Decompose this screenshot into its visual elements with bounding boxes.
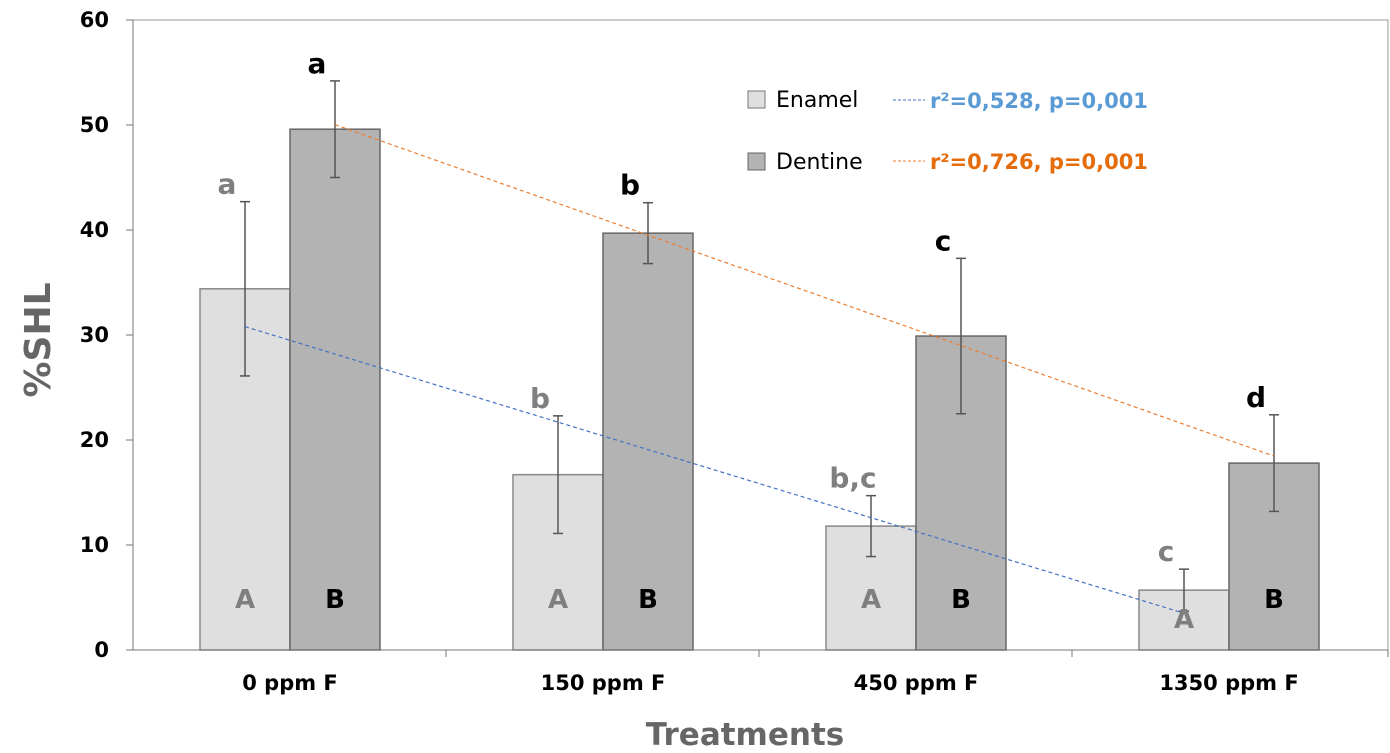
significance-letter: b,c [829,462,876,495]
y-tick-label: 50 [80,113,109,137]
bar-inner-label: A [861,585,881,615]
significance-letter: c [935,224,952,257]
legend: Enamel r²=0,528, p=0,001 Dentine r²=0,72… [747,88,1148,175]
significance-letter: c [1158,535,1175,568]
x-axis-title: Treatments [646,717,844,753]
legend-stat-dentine: r²=0,726, p=0,001 [930,150,1148,174]
trend-lines-layer [244,124,1275,614]
error-bars-layer [240,80,1279,612]
trend-line-dentine [334,124,1275,457]
x-tick-label: 0 ppm F [242,671,338,695]
y-tick-label: 60 [80,8,109,32]
y-tick-label: 20 [80,428,109,452]
bar-dentine [289,128,381,651]
y-axis-title: %SHL [18,282,59,397]
significance-letter: b [530,382,550,415]
legend-swatch-enamel [747,90,766,109]
legend-label-enamel: Enamel [776,88,858,113]
bar-inner-label: B [1264,585,1284,615]
axes-layer: 0 10 20 30 40 50 60 0 ppm F 150 ppm F 450 ppm F 13… [80,8,1389,695]
y-tick-label: 40 [80,218,109,242]
legend-stat-enamel: r²=0,528, p=0,001 [930,89,1148,113]
x-tick-label: 1350 ppm F [1159,671,1298,695]
legend-label-dentine: Dentine [776,150,863,175]
bar-inner-label: B [951,585,971,615]
significance-letter: d [1246,381,1266,414]
bar-inner-label: A [548,585,568,615]
significance-letter: a [308,47,327,80]
significance-letter: a [218,168,237,201]
bars-layer [199,128,1320,651]
bar-inner-label: B [638,585,658,615]
bar-inner-label: A [235,585,255,615]
x-tick-label: 450 ppm F [854,671,979,695]
y-tick-label: 30 [80,323,109,347]
labels-layer: a Ab Ab,c Ac Aa Bb Bc Bd B [218,47,1284,635]
trend-line-enamel [244,326,1185,614]
legend-swatch-dentine [747,152,766,171]
x-tick-label: 150 ppm F [541,671,666,695]
bar-inner-label: A [1174,605,1194,635]
y-tick-label: 0 [94,638,109,662]
significance-letter: b [620,169,640,202]
bar-inner-label: B [325,585,345,615]
y-tick-label: 10 [80,533,109,557]
